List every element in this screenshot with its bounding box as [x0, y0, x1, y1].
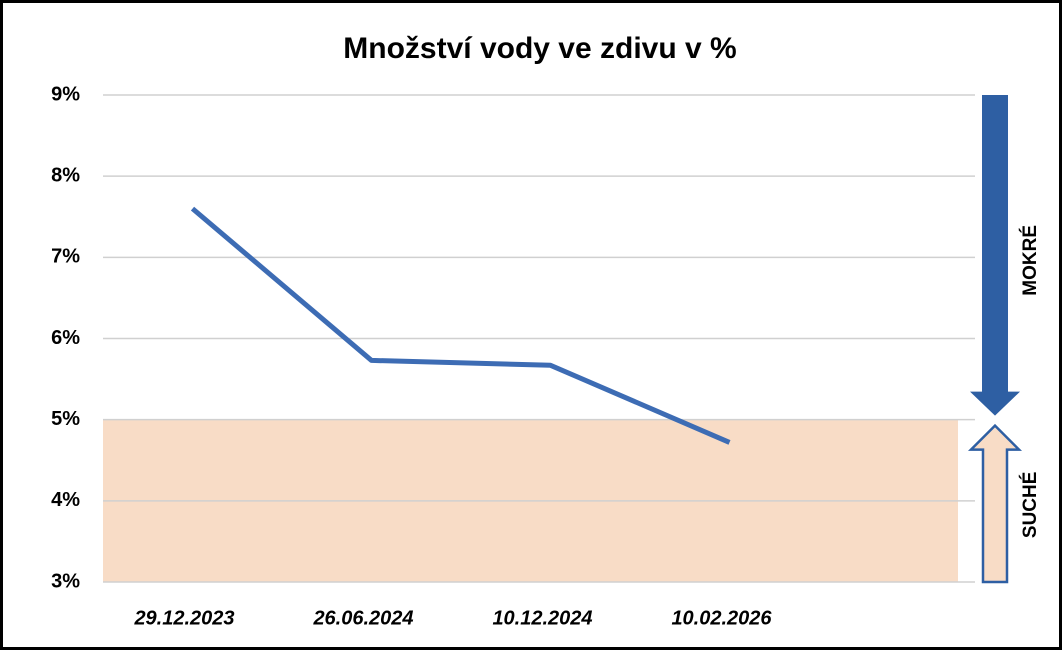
y-tick-label: 5%: [51, 408, 80, 430]
chart-title: Množství vody ve zdivu v %: [343, 32, 736, 65]
y-tick-label: 4%: [51, 489, 80, 511]
y-tick-label: 8%: [51, 164, 80, 186]
y-tick-label: 9%: [51, 83, 80, 105]
annotation: SUCHÉ: [1019, 472, 1041, 539]
data-line: [190, 206, 731, 445]
x-tick-label: 10.12.2024: [492, 607, 592, 629]
x-tick-label: 26.06.2024: [312, 607, 413, 629]
arrow-up: [967, 423, 1023, 584]
arrow-down: [970, 95, 1020, 416]
y-tick-label: 7%: [51, 246, 80, 268]
y-tick-label: 3%: [51, 570, 80, 592]
y-tick-label: 6%: [51, 327, 80, 349]
x-tick-label: 29.12.2023: [133, 607, 234, 629]
x-tick-label: 10.02.2026: [671, 607, 772, 629]
annotation: MOKRÉ: [1019, 225, 1041, 296]
